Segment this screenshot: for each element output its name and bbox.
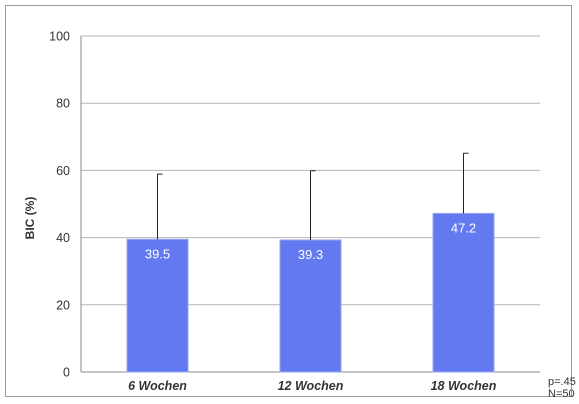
data-label: 39.5 xyxy=(145,246,170,261)
sample-size-text: N=50 xyxy=(548,388,575,400)
y-tick-label: 80 xyxy=(56,97,70,111)
error-bars xyxy=(157,152,469,240)
y-tick-label: 40 xyxy=(56,231,70,245)
data-labels: 39.5 39.3 47.2 xyxy=(145,220,476,262)
data-label: 39.3 xyxy=(298,247,323,262)
x-category-label: 12 Wochen xyxy=(278,379,344,393)
bars xyxy=(126,212,495,373)
bar xyxy=(126,238,189,373)
y-tick-label: 0 xyxy=(63,366,70,380)
y-tick-label: 60 xyxy=(56,164,70,178)
stat-note: p=.45 N=50 xyxy=(548,376,576,400)
bar xyxy=(279,239,342,373)
p-value-text: p=.45 xyxy=(548,376,576,388)
y-axis-label: BIC (%) xyxy=(23,197,37,240)
data-label: 47.2 xyxy=(451,220,476,235)
bar xyxy=(432,212,495,373)
x-axis-categories: 6 Wochen 12 Wochen 18 Wochen xyxy=(128,379,497,393)
y-tick-label: 20 xyxy=(56,298,70,312)
x-category-label: 6 Wochen xyxy=(128,379,187,393)
y-axis-ticks: 0 20 40 60 80 100 xyxy=(49,30,70,380)
y-tick-label: 100 xyxy=(49,30,70,44)
x-category-label: 18 Wochen xyxy=(431,379,497,393)
